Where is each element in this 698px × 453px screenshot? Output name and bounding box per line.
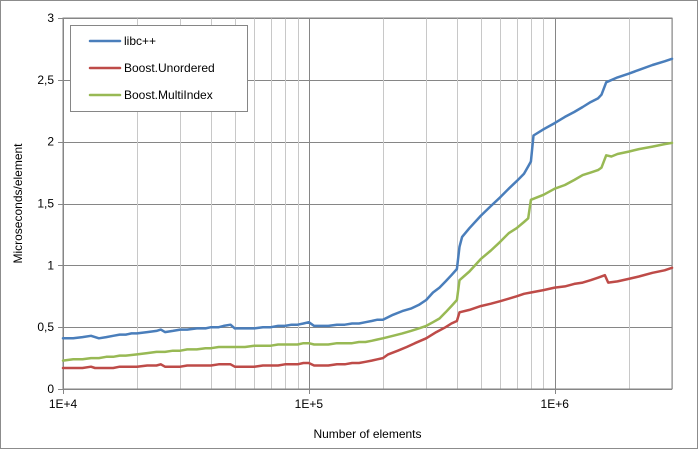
x-axis-tick-labels: 1E+4 1E+5 1E+6 [49, 397, 569, 411]
y-tick-label: 0 [47, 382, 54, 396]
legend-label-3: Boost.MultiIndex [124, 88, 213, 102]
series-line-2 [61, 266, 674, 370]
y-tick-label: 2 [47, 135, 54, 149]
x-tick-label: 1E+4 [49, 397, 78, 411]
legend: libc++ Boost.Unordered Boost.MultiIndex [70, 25, 248, 112]
y-axis-label: Microseconds/element [11, 143, 25, 264]
series-line-3 [61, 141, 674, 362]
y-tick-label: 1,5 [37, 197, 54, 211]
x-axis-label: Number of elements [313, 427, 421, 441]
series-line-1 [61, 57, 674, 340]
y-tick-label: 2,5 [37, 73, 54, 87]
plot-area-border [62, 17, 673, 390]
x-tick-label: 1E+6 [541, 397, 570, 411]
series-layer [61, 57, 674, 370]
legend-label-2: Boost.Unordered [124, 61, 215, 75]
y-tick-label: 0,5 [37, 320, 54, 334]
y-tick-label: 3 [47, 11, 54, 25]
y-tick-label: 1 [47, 258, 54, 272]
y-axis-tick-labels: 0 0,5 1 1,5 2 2,5 3 [37, 11, 54, 396]
x-tick-label: 1E+5 [295, 397, 324, 411]
legend-label-1: libc++ [124, 34, 156, 48]
